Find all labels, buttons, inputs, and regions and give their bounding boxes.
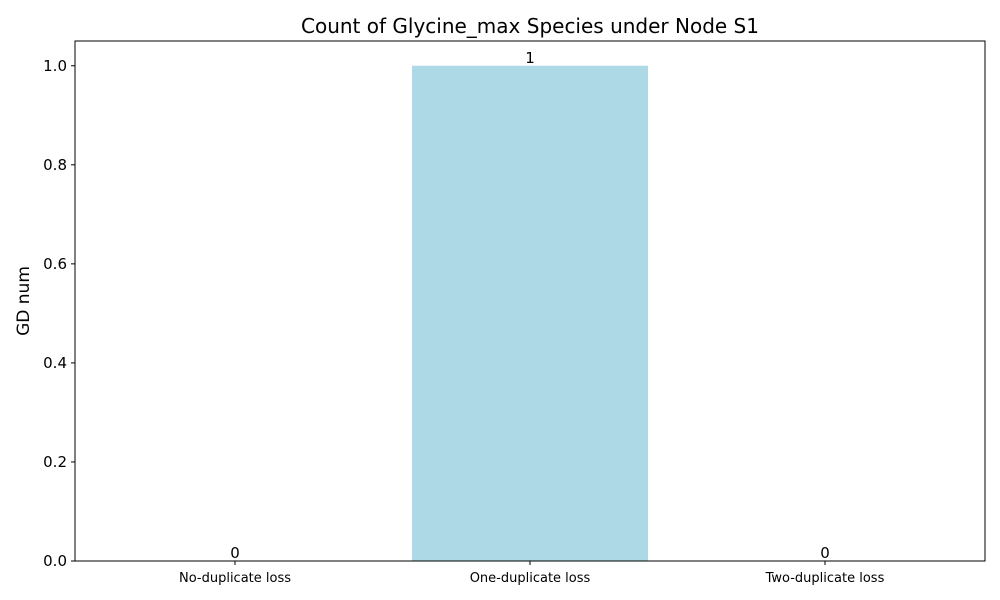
x-tick-label: No-duplicate loss [179, 571, 291, 586]
x-tick-label: Two-duplicate loss [765, 571, 885, 586]
y-tick-label: 0.0 [43, 552, 67, 570]
bar-2 [412, 65, 648, 561]
labels-group: No-duplicate loss 0 One-duplicate loss 1 Two… [43, 49, 884, 586]
y-axis-label: GD num [14, 266, 34, 336]
y-tick-label: 0.6 [43, 255, 67, 273]
y-tick-label: 1.0 [43, 57, 67, 75]
data-label: 0 [230, 544, 240, 562]
chart-title: Count of Glycine_max Species under Node … [301, 14, 759, 38]
bars-group [412, 65, 648, 561]
data-label: 1 [525, 49, 535, 67]
data-label: 0 [820, 544, 830, 562]
x-tick-label: One-duplicate loss [470, 571, 591, 586]
plot-frame [74, 40, 986, 562]
ticks-group [71, 65, 826, 565]
y-tick-label: 0.8 [43, 156, 67, 174]
y-tick-label: 0.2 [43, 453, 67, 471]
y-tick-label: 0.4 [43, 354, 67, 372]
